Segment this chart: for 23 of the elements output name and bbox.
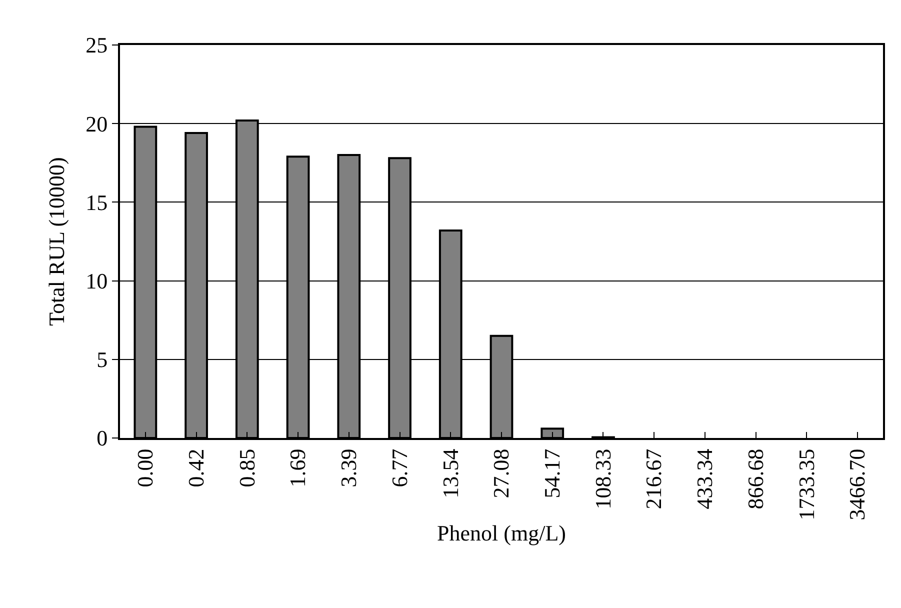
x-tick-label: 54.17 — [540, 448, 565, 498]
y-tick-label: 25 — [86, 32, 108, 58]
y-tick-label: 15 — [86, 190, 108, 215]
x-tick-label: 27.08 — [488, 448, 514, 498]
x-tick-label: 0.85 — [234, 448, 260, 488]
x-axis-title: Phenol (mg/L) — [437, 520, 566, 546]
x-tick-label: 108.33 — [590, 448, 616, 510]
y-tick-label: 0 — [96, 426, 108, 451]
y-tick-label: 20 — [86, 111, 108, 136]
x-tick-label: 1.69 — [285, 448, 310, 488]
x-tick-label: 433.34 — [692, 448, 718, 510]
x-tick-label: 866.68 — [742, 448, 768, 510]
x-tick-label: 13.54 — [438, 448, 463, 498]
x-tick-label: 3.39 — [336, 448, 362, 488]
x-tick-label: 6.77 — [386, 448, 412, 488]
x-tick-label: 216.67 — [641, 448, 666, 510]
x-tick-label: 1733.35 — [794, 448, 819, 520]
y-axis-title: Total RUL (10000) — [44, 157, 69, 326]
x-tick-label: 3466.70 — [844, 448, 870, 520]
y-tick-label: 5 — [96, 347, 108, 372]
x-tick-label: 0.00 — [132, 448, 158, 488]
x-tick-label: 0.42 — [183, 448, 208, 488]
y-tick-label: 10 — [86, 268, 108, 294]
